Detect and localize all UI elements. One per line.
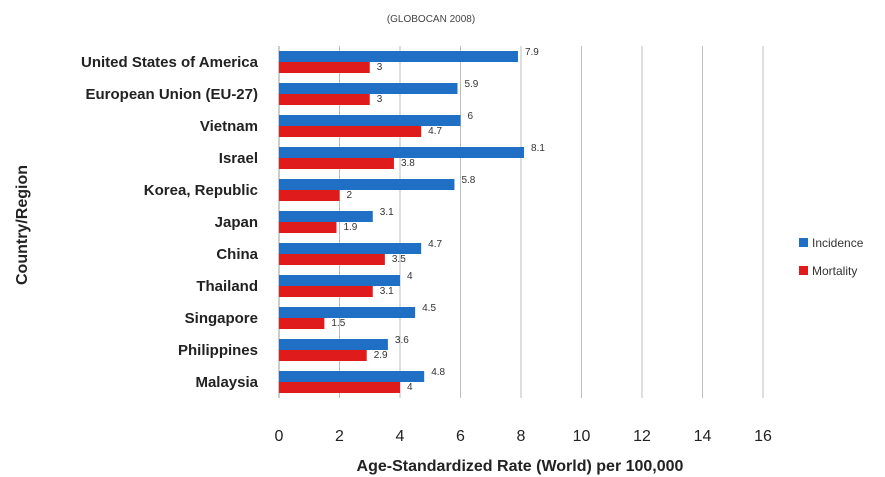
- category-label: Singapore: [185, 310, 258, 327]
- x-tick-label: 16: [754, 428, 772, 445]
- incidence-bar: [279, 339, 388, 350]
- legend: Incidence Mortality: [799, 236, 864, 278]
- legend-swatch: [799, 238, 808, 247]
- data-label: 4: [407, 271, 413, 282]
- category-label: European Union (EU-27): [85, 86, 258, 103]
- category-label: China: [216, 246, 258, 263]
- x-tick-labels: 0 2 4 6 8 10 12 14 16: [275, 428, 772, 445]
- incidence-bar: [279, 243, 422, 254]
- incidence-bar: [279, 307, 416, 318]
- mortality-bar: [279, 94, 370, 105]
- data-label: 2: [347, 190, 353, 201]
- mortality-bar: [279, 62, 370, 73]
- data-label: 3: [377, 62, 383, 73]
- data-label: 3.1: [380, 207, 394, 218]
- data-label: 4: [407, 382, 413, 393]
- incidence-bar: [279, 275, 400, 286]
- data-label: 4.7: [428, 126, 442, 137]
- x-tick-label: 12: [633, 428, 651, 445]
- data-labels: 7.935.9364.78.13.85.823.11.94.73.543.14.…: [331, 47, 545, 393]
- x-tick-label: 6: [456, 428, 465, 445]
- x-tick-label: 2: [335, 428, 344, 445]
- chart-subtitle: (GLOBOCAN 2008): [387, 14, 475, 25]
- x-tick-label: 0: [275, 428, 284, 445]
- category-label: Korea, Republic: [144, 182, 258, 199]
- mortality-bar: [279, 158, 394, 169]
- mortality-bar: [279, 286, 373, 297]
- incidence-bar: [279, 147, 525, 158]
- data-label: 8.1: [531, 143, 545, 154]
- x-axis-title: Age-Standardized Rate (World) per 100,00…: [357, 458, 684, 475]
- data-label: 3.8: [401, 158, 415, 169]
- x-tick-label: 14: [694, 428, 712, 445]
- mortality-bar: [279, 318, 325, 329]
- legend-label: Mortality: [812, 264, 857, 278]
- category-label: Israel: [219, 150, 258, 167]
- incidence-bar: [279, 115, 461, 126]
- data-label: 4.7: [428, 239, 442, 250]
- data-label: 3.6: [395, 335, 409, 346]
- data-label: 2.9: [374, 350, 388, 361]
- legend-swatch: [799, 266, 808, 275]
- mortality-bar: [279, 222, 337, 233]
- data-label: 1.5: [331, 318, 345, 329]
- incidence-bar: [279, 211, 373, 222]
- x-tick-label: 10: [573, 428, 591, 445]
- data-label: 4.8: [431, 367, 445, 378]
- category-label: Malaysia: [195, 374, 258, 391]
- y-axis-title: Country/Region: [14, 165, 31, 285]
- data-label: 5.8: [461, 175, 475, 186]
- mortality-bar: [279, 382, 400, 393]
- x-tick-label: 8: [517, 428, 526, 445]
- incidence-bar: [279, 83, 458, 94]
- data-label: 5.9: [464, 79, 478, 90]
- mortality-bar: [279, 254, 385, 265]
- category-label: Thailand: [196, 278, 258, 295]
- x-tick-label: 4: [396, 428, 405, 445]
- incidence-bar: [279, 371, 425, 382]
- mortality-bar: [279, 350, 367, 361]
- data-label: 3.5: [392, 254, 406, 265]
- data-label: 3: [377, 94, 383, 105]
- incidence-bar: [279, 51, 518, 62]
- category-label: United States of America: [81, 54, 259, 71]
- category-labels: United States of America European Union (…: [81, 54, 259, 391]
- category-label: Japan: [215, 214, 258, 231]
- incidence-bar: [279, 179, 455, 190]
- mortality-bar: [279, 190, 340, 201]
- category-label: Philippines: [178, 342, 258, 359]
- mortality-bar: [279, 126, 422, 137]
- legend-label: Incidence: [812, 236, 864, 250]
- category-label: Vietnam: [200, 118, 258, 135]
- data-label: 7.9: [525, 47, 539, 58]
- bars: [279, 51, 525, 393]
- data-label: 4.5: [422, 303, 436, 314]
- data-label: 6: [468, 111, 474, 122]
- data-label: 1.9: [343, 222, 357, 233]
- data-label: 3.1: [380, 286, 394, 297]
